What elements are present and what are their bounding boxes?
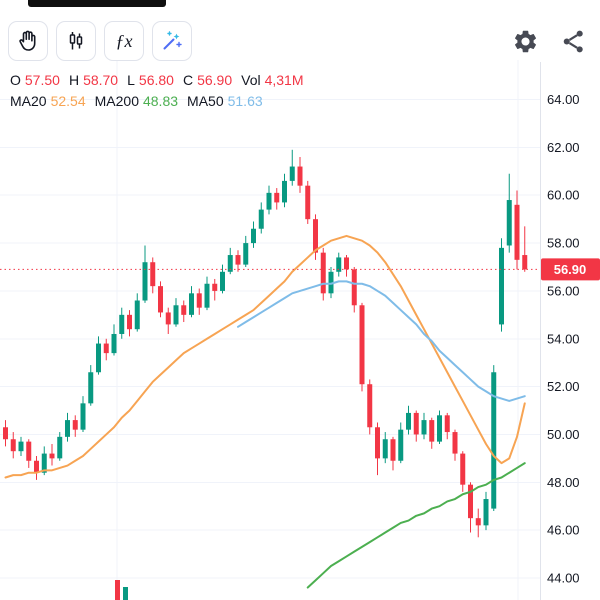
ma200-line bbox=[306, 462, 526, 589]
top-black-bar bbox=[28, 0, 166, 7]
price-tick-label: 64.00 bbox=[547, 92, 580, 107]
price-chart-canvas[interactable]: 64.00 62.00 60.00 58.00 56.00 54.00 52.00 50.00… bbox=[0, 60, 600, 600]
price-tick-label: 50.00 bbox=[547, 427, 580, 442]
price-tick-label: 46.00 bbox=[547, 523, 580, 538]
open-value: 57.50 bbox=[24, 72, 60, 88]
ma-legend-row: MA20 52.54 MA200 48.83 MA50 51.63 bbox=[10, 91, 313, 112]
ma20-line bbox=[4, 234, 526, 479]
price-scale[interactable]: 64.00 62.00 60.00 58.00 56.00 54.00 52.00 50.00… bbox=[540, 60, 600, 600]
candles-style-button[interactable] bbox=[56, 21, 96, 61]
pan-tool-button[interactable] bbox=[8, 21, 48, 61]
price-tick-label: 60.00 bbox=[547, 188, 580, 203]
grid bbox=[0, 60, 540, 600]
volume-label: Vol bbox=[241, 72, 261, 88]
chart-legend: O 57.50 H 58.70 L 56.80 C 56.90 Vol 4,31M MA20 52.… bbox=[10, 70, 313, 112]
fx-icon: ƒx bbox=[115, 30, 133, 51]
ma50-label: MA50 bbox=[187, 93, 224, 109]
price-tick-label: 48.00 bbox=[547, 475, 580, 490]
ma50-line bbox=[237, 280, 526, 402]
close-label: C bbox=[182, 72, 194, 88]
high-label: H bbox=[68, 72, 80, 88]
ma200-label: MA200 bbox=[94, 93, 139, 109]
price-tick-label: 58.00 bbox=[547, 236, 580, 251]
indicators-fx-button[interactable]: ƒx bbox=[104, 21, 144, 61]
share-icon bbox=[560, 28, 587, 55]
candles-icon bbox=[64, 29, 88, 53]
open-label: O bbox=[10, 72, 21, 88]
current-price-badge: 56.90 bbox=[541, 258, 600, 281]
price-tick-label: 52.00 bbox=[547, 379, 580, 394]
close-value: 56.90 bbox=[197, 72, 233, 88]
low-value: 56.80 bbox=[138, 72, 174, 88]
share-button[interactable] bbox=[558, 26, 588, 56]
ma200-value: 48.83 bbox=[142, 93, 179, 109]
price-tick-label: 54.00 bbox=[547, 331, 580, 346]
drawing-toolbar: ƒx bbox=[8, 21, 192, 61]
volume-bars bbox=[115, 580, 128, 600]
ma50-value: 51.63 bbox=[227, 93, 263, 109]
low-label: L bbox=[127, 72, 135, 88]
high-value: 58.70 bbox=[83, 72, 119, 88]
volume-value: 4,31M bbox=[264, 72, 304, 88]
svg-text:56.90: 56.90 bbox=[554, 262, 587, 277]
price-tick-label: 56.00 bbox=[547, 283, 580, 298]
price-tick-label: 44.00 bbox=[547, 570, 580, 585]
ohlc-legend-row: O 57.50 H 58.70 L 56.80 C 56.90 Vol 4,31M bbox=[10, 70, 313, 91]
header-actions bbox=[510, 26, 588, 56]
gear-icon bbox=[512, 28, 539, 55]
magic-wand-icon bbox=[160, 29, 184, 53]
magic-ai-button[interactable] bbox=[152, 21, 192, 61]
ma20-label: MA20 bbox=[10, 93, 47, 109]
candles-series[interactable] bbox=[3, 149, 528, 538]
ma20-value: 52.54 bbox=[50, 93, 86, 109]
hand-icon bbox=[16, 29, 40, 53]
settings-button[interactable] bbox=[510, 26, 540, 56]
price-tick-label: 62.00 bbox=[547, 140, 580, 155]
